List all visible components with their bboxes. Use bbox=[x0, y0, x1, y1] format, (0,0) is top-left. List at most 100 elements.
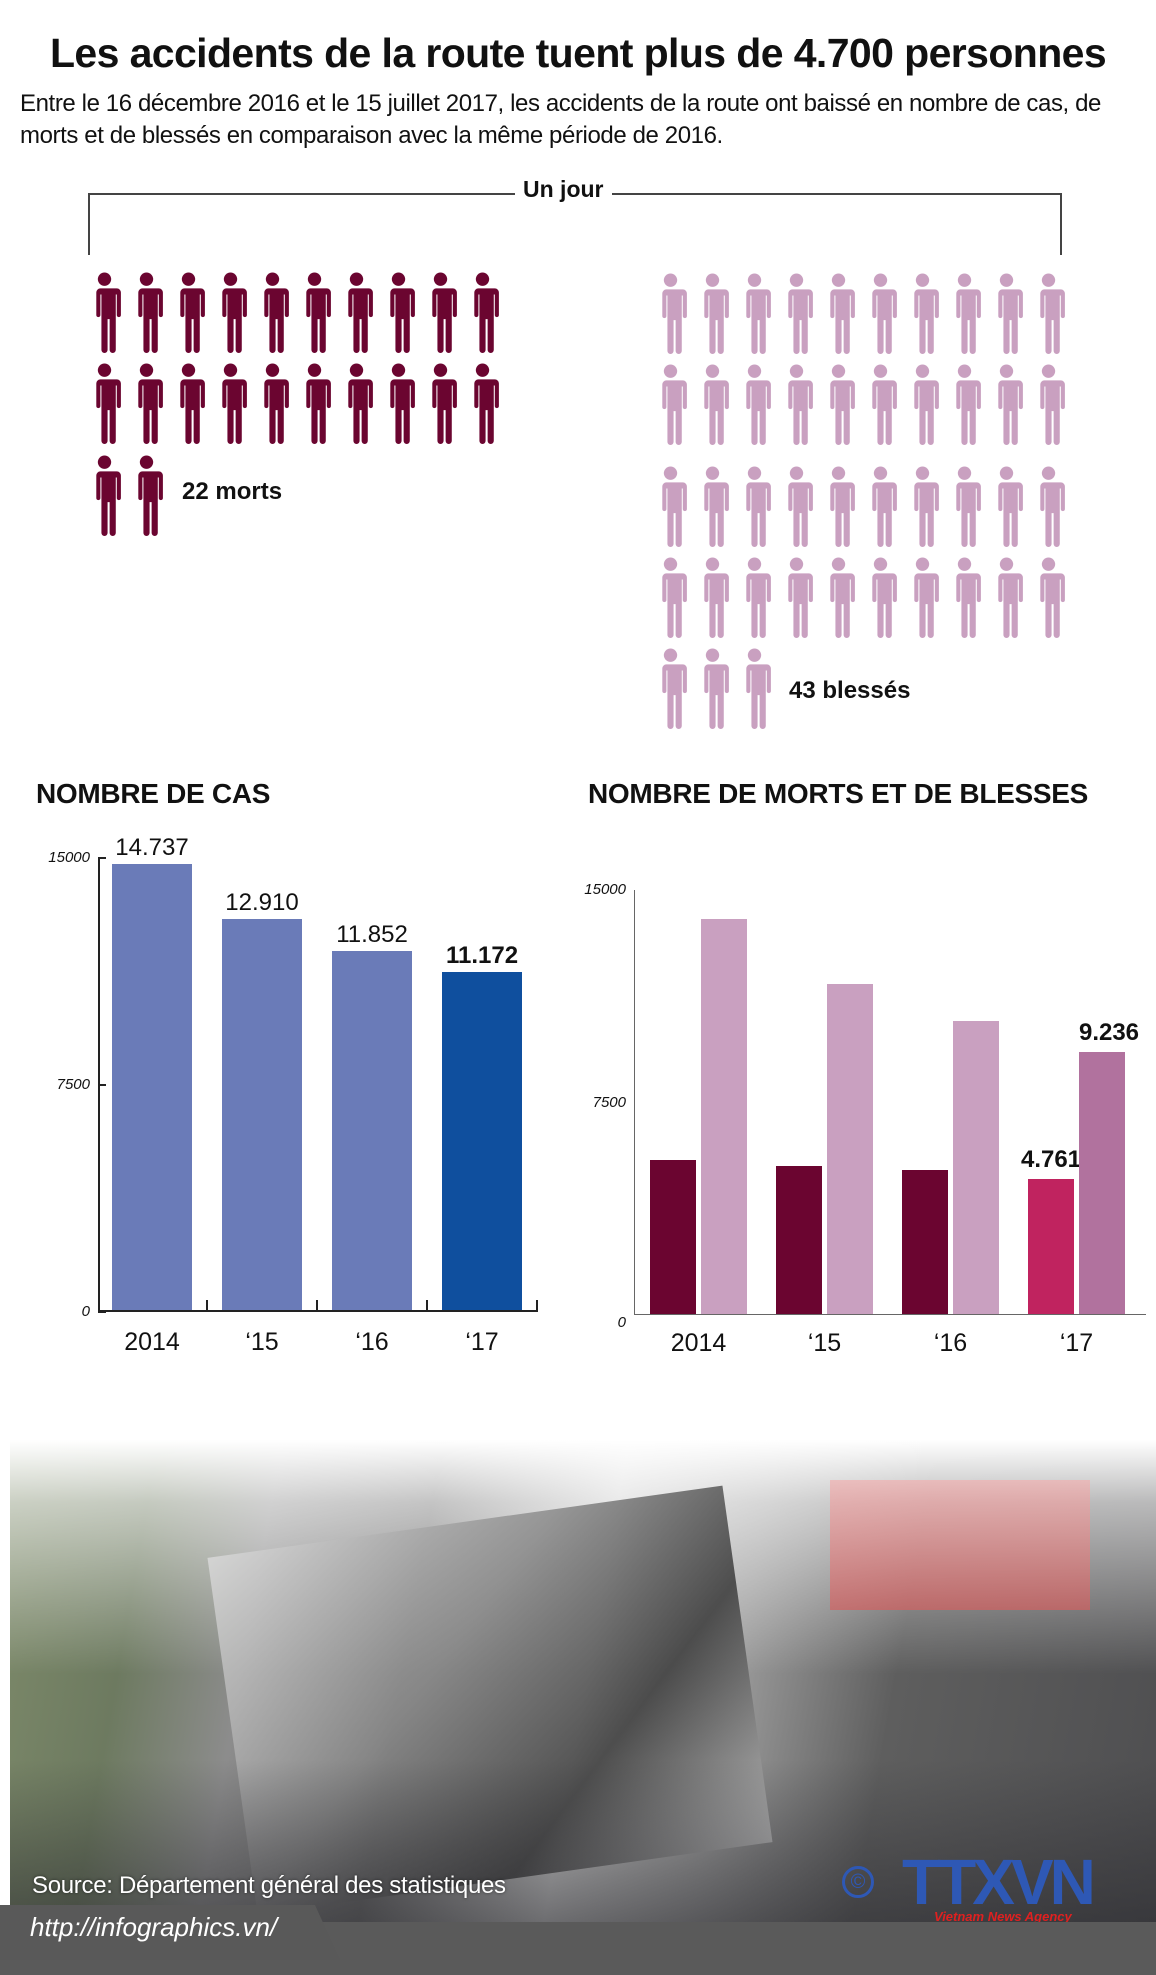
bar-cases bbox=[222, 919, 302, 1310]
person-icon bbox=[742, 557, 771, 638]
bar-value-label: 9.236 bbox=[1078, 1019, 1140, 1047]
deaths-label: 22 morts bbox=[182, 478, 283, 505]
x-tick-label: ‘15 bbox=[245, 1328, 279, 1356]
person-icon bbox=[302, 272, 331, 353]
person-icon bbox=[1036, 364, 1065, 445]
copyright-icon: © bbox=[842, 1866, 874, 1898]
footer-url-background bbox=[0, 1905, 340, 1960]
x-tick bbox=[316, 1300, 318, 1312]
person-icon bbox=[784, 273, 813, 354]
chart-casualties: 0 7500 15000 2014 ‘15 ‘16 4.761 9.236 ‘17 bbox=[584, 881, 1146, 1357]
bar-blessés bbox=[701, 918, 747, 1314]
y-tick bbox=[98, 1084, 106, 1086]
person-icon bbox=[260, 363, 289, 444]
person-icon bbox=[428, 272, 457, 353]
footer-url-link[interactable]: http://infographics.vn/ bbox=[30, 1912, 278, 1942]
person-icon bbox=[826, 364, 855, 445]
person-icon bbox=[868, 466, 897, 547]
x-tick-label: ‘16 bbox=[933, 1329, 968, 1357]
y-tick bbox=[98, 857, 106, 859]
person-icon bbox=[386, 363, 415, 444]
person-icon bbox=[910, 364, 939, 445]
person-icon bbox=[826, 273, 855, 354]
page-subtitle: Entre le 16 décembre 2016 et le 15 juill… bbox=[20, 90, 1101, 149]
y-axis bbox=[634, 890, 635, 1315]
red-bus bbox=[830, 1480, 1090, 1610]
person-icon bbox=[994, 273, 1023, 354]
person-icon bbox=[742, 466, 771, 547]
person-icon bbox=[1036, 557, 1065, 638]
person-icon bbox=[868, 364, 897, 445]
x-tick-label: ‘17 bbox=[1059, 1329, 1094, 1357]
person-icon bbox=[658, 364, 687, 445]
person-icon bbox=[218, 272, 247, 353]
person-icon bbox=[700, 557, 729, 638]
person-icon bbox=[260, 272, 289, 353]
x-tick-label: ‘16 bbox=[355, 1328, 389, 1356]
person-icon bbox=[868, 557, 897, 638]
person-icon bbox=[952, 466, 981, 547]
bar-blessés bbox=[953, 1021, 999, 1314]
person-icon bbox=[994, 364, 1023, 445]
bar-cases bbox=[112, 863, 192, 1310]
person-icon bbox=[176, 272, 205, 353]
person-icon bbox=[470, 363, 499, 444]
bar-cases bbox=[442, 971, 522, 1310]
person-icon bbox=[910, 273, 939, 354]
person-icon bbox=[700, 273, 729, 354]
person-icon bbox=[92, 363, 121, 444]
icon-row bbox=[654, 557, 1065, 639]
icon-row bbox=[88, 455, 163, 537]
y-tick-label: 15000 bbox=[48, 849, 90, 866]
person-icon bbox=[428, 363, 457, 444]
person-icon bbox=[386, 272, 415, 353]
ttxvn-logo: © TTXVN Vietnam News Agency bbox=[842, 1850, 1142, 1924]
x-tick bbox=[426, 1300, 428, 1312]
bar-value-label: 11.852 bbox=[336, 921, 408, 949]
person-icon bbox=[910, 466, 939, 547]
person-icon bbox=[92, 455, 121, 536]
bar-value-label: 11.172 bbox=[445, 941, 519, 969]
person-icon bbox=[994, 466, 1023, 547]
y-tick-label: 0 bbox=[81, 1303, 90, 1320]
person-icon bbox=[658, 273, 687, 354]
icon-row bbox=[654, 273, 1065, 355]
chart-cases-title: NOMBRE DE CAS bbox=[36, 778, 271, 809]
bar-morts bbox=[1028, 1179, 1074, 1314]
person-icon bbox=[1036, 273, 1065, 354]
logo-subtitle: Vietnam News Agency bbox=[934, 1909, 1072, 1924]
person-icon bbox=[134, 363, 163, 444]
person-icon bbox=[1036, 466, 1065, 547]
y-tick bbox=[98, 1311, 106, 1313]
person-icon bbox=[92, 272, 121, 353]
bar-blessés bbox=[827, 984, 873, 1314]
person-icon bbox=[742, 364, 771, 445]
person-icon bbox=[784, 364, 813, 445]
source-text: Source: Département général des statisti… bbox=[32, 1872, 506, 1899]
icon-row bbox=[654, 648, 771, 730]
icon-row bbox=[654, 364, 1065, 446]
x-tick-label: ‘15 bbox=[807, 1329, 842, 1357]
person-icon bbox=[700, 364, 729, 445]
person-icon bbox=[658, 466, 687, 547]
bar-blessés bbox=[1079, 1052, 1125, 1314]
person-icon bbox=[826, 557, 855, 638]
un-jour-label: Un jour bbox=[515, 176, 612, 203]
person-icon bbox=[742, 648, 771, 729]
person-icon bbox=[302, 363, 331, 444]
person-icon bbox=[784, 466, 813, 547]
person-icon bbox=[134, 272, 163, 353]
chart-cases: 0 7500 15000 14.737 2014 12.910 ‘15 11.852 ‘16 11… bbox=[48, 834, 538, 1356]
y-tick-label: 7500 bbox=[592, 1093, 626, 1111]
x-tick-label: 2014 bbox=[670, 1329, 727, 1357]
x-tick-label: ‘17 bbox=[465, 1328, 499, 1356]
bar-value-label: 14.737 bbox=[115, 833, 189, 861]
person-icon bbox=[952, 557, 981, 638]
person-icon bbox=[344, 363, 373, 444]
person-icon bbox=[868, 273, 897, 354]
person-icon bbox=[218, 363, 247, 444]
person-icon bbox=[700, 466, 729, 547]
person-icon bbox=[658, 648, 687, 729]
bar-value-label: 12.910 bbox=[225, 889, 299, 917]
chart-casualties-title: NOMBRE DE MORTS ET DE BLESSES bbox=[588, 778, 1089, 809]
